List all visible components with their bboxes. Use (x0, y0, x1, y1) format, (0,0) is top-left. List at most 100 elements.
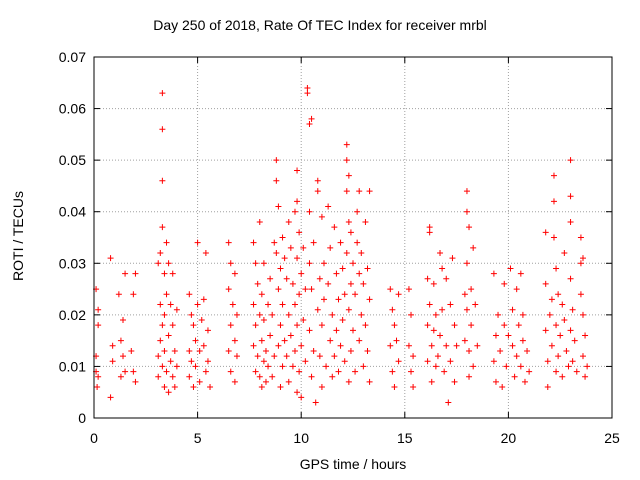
data-point (194, 301, 201, 308)
data-point (308, 286, 315, 293)
data-point (352, 291, 359, 298)
data-point (567, 327, 574, 334)
data-point (350, 327, 356, 334)
data-point (499, 384, 506, 391)
data-point (271, 239, 278, 246)
data-point (424, 275, 431, 282)
data-point (323, 363, 330, 370)
data-point (204, 358, 211, 365)
data-point (289, 280, 296, 287)
data-point (207, 384, 214, 391)
data-point (343, 188, 350, 195)
data-point (424, 322, 431, 329)
data-point (360, 280, 367, 287)
data-point (269, 311, 276, 318)
data-point (501, 322, 508, 329)
data-point (231, 378, 238, 385)
data-point (354, 208, 361, 215)
data-point (437, 249, 444, 256)
data-point (265, 301, 272, 308)
data-point (443, 342, 450, 349)
data-point (159, 177, 166, 184)
data-point (557, 332, 564, 339)
data-point (163, 368, 170, 375)
data-point (432, 311, 439, 318)
data-point (285, 219, 292, 226)
data-point (492, 332, 499, 339)
data-point (256, 219, 263, 226)
data-point (157, 249, 164, 256)
data-point (159, 322, 166, 329)
data-point (95, 306, 102, 313)
data-point (345, 172, 352, 179)
data-point (186, 347, 193, 354)
data-point (569, 358, 576, 365)
data-point (366, 378, 373, 385)
data-point (157, 301, 164, 308)
data-point (524, 347, 531, 354)
data-point (391, 322, 398, 329)
data-point (190, 384, 197, 391)
data-point (515, 322, 522, 329)
data-point (439, 265, 446, 272)
data-point (95, 373, 102, 380)
data-point (582, 373, 589, 380)
data-point (345, 378, 352, 385)
data-point (347, 280, 354, 287)
data-point (306, 260, 313, 267)
data-point (350, 260, 356, 267)
data-point (445, 399, 452, 406)
data-point (250, 342, 257, 349)
data-point (262, 378, 269, 385)
data-point (120, 353, 127, 360)
data-point (466, 373, 473, 380)
data-point (337, 239, 344, 246)
data-point (364, 265, 371, 272)
data-point (497, 347, 504, 354)
data-point (271, 353, 278, 360)
data-point (165, 332, 172, 339)
data-point (347, 229, 354, 236)
data-point (115, 291, 122, 298)
data-point (490, 358, 497, 365)
data-point (329, 373, 336, 380)
data-point (109, 358, 116, 365)
data-point (279, 301, 286, 308)
data-point (173, 363, 180, 370)
data-point (265, 363, 272, 370)
data-point (231, 337, 238, 344)
data-point (198, 317, 205, 324)
data-point (186, 373, 193, 380)
data-point (561, 249, 568, 256)
data-point (296, 368, 303, 375)
data-point (169, 373, 176, 380)
data-point (287, 244, 294, 251)
data-point (173, 306, 180, 313)
data-point (314, 177, 321, 184)
data-point (341, 291, 348, 298)
data-point (354, 239, 361, 246)
data-point (107, 394, 114, 401)
data-point (579, 353, 586, 360)
data-point (335, 368, 342, 375)
data-point (563, 347, 570, 354)
data-point (358, 249, 365, 256)
data-point (291, 301, 298, 308)
data-point (519, 337, 526, 344)
data-point (308, 373, 315, 380)
data-point (163, 291, 170, 298)
plot-frame (93, 56, 613, 419)
data-point (291, 347, 298, 354)
data-point (287, 332, 294, 339)
data-point (269, 373, 276, 380)
data-point (161, 347, 168, 354)
data-point (366, 188, 373, 195)
data-point (567, 219, 574, 226)
y-tick-label: 0 (78, 410, 86, 426)
data-point (163, 239, 170, 246)
data-point (256, 373, 263, 380)
data-point (443, 275, 450, 282)
data-point (389, 368, 396, 375)
data-point (441, 368, 448, 375)
data-point (345, 306, 352, 313)
